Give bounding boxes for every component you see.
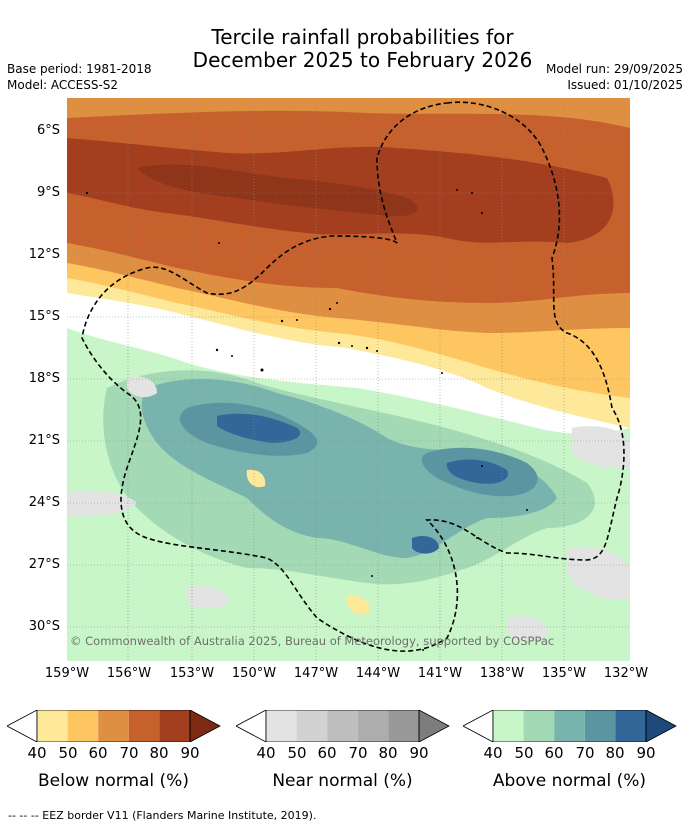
cbar-tick: 70 [575,744,595,762]
model-name: Model: ACCESS-S2 [7,78,119,92]
cbar-tick: 80 [149,744,169,762]
cbar-below-extend-high [189,710,221,742]
cbar-tick: 80 [605,744,625,762]
cbar-tick: 90 [409,744,429,762]
above-80-zone-south [412,536,439,554]
cbar-tick: 40 [483,744,503,762]
lon-label: 138°W [479,666,525,681]
cbar-tick: 50 [287,744,307,762]
lon-label: 147°W [293,666,339,681]
cbar-tick: 70 [348,744,368,762]
colorbar-above-title: Above normal (%) [492,771,647,791]
cbar-above-swatch [493,710,524,742]
cbar-tick: 60 [88,744,108,762]
lat-label: 12°S [28,247,60,262]
above-80-zone-east [446,459,508,484]
lon-label: 156°W [106,666,152,681]
cbar-tick: 50 [58,744,78,762]
near-normal-patch [67,491,137,517]
lat-label: 9°S [36,185,60,200]
cbar-tick: 80 [378,744,398,762]
probability-map [67,98,630,661]
lon-label: 132°W [603,666,649,681]
lat-label: 18°S [28,371,60,386]
gridlines [67,98,630,661]
cbar-near-extend-low [236,710,267,742]
cbar-below-swatch [128,710,160,742]
cbar-above-extend-high [645,710,677,742]
cbar-above-extend-low [463,710,494,742]
lon-label: 141°W [417,666,463,681]
below-normal-patch [246,469,266,488]
colorbar-below [7,710,221,742]
cbar-below-swatch [159,710,190,742]
cbar-above-swatch [554,710,585,742]
cbar-below-swatch [67,710,99,742]
cbar-near-swatch [327,710,358,742]
issued-date: Issued: 01/10/2025 [567,78,683,92]
title-line-1: Tercile rainfall probabilities for [211,25,514,49]
cbar-below-swatch [37,710,68,742]
cbar-tick: 60 [317,744,337,762]
near-normal-patch [567,546,630,600]
cbar-above-swatch [523,710,555,742]
eez-border [81,101,625,652]
lat-label: 24°S [28,495,60,510]
colorbar-above [463,710,677,742]
cbar-tick: 40 [27,744,47,762]
cbar-near-swatch [296,710,328,742]
near-normal-patch [187,586,229,609]
title-line-2: December 2025 to February 2026 [192,48,533,72]
cbar-below-swatch [98,710,129,742]
cbar-tick: 70 [119,744,139,762]
near-normal-patch [572,426,630,469]
cbar-tick: 90 [180,744,200,762]
lon-label: 150°W [231,666,277,681]
near-normal-patch [127,376,157,398]
lat-label: 15°S [28,309,60,324]
below-normal-patch [346,595,370,615]
lat-label: 21°S [28,433,60,448]
cbar-near-swatch [388,710,419,742]
cbar-above-swatch [615,710,646,742]
lon-label: 159°W [44,666,90,681]
cbar-tick: 40 [256,744,276,762]
base-period: Base period: 1981-2018 [7,62,152,76]
colorbar-below-title: Below normal (%) [38,771,189,791]
lat-label: 6°S [36,123,60,138]
eez-legend: -- -- -- EEZ border V11 (Flanders Marine… [8,809,317,822]
copyright-notice: © Commonwealth of Australia 2025, Bureau… [70,634,555,648]
cbar-above-swatch [584,710,616,742]
lon-label: 153°W [169,666,215,681]
colorbar-near-title: Near normal (%) [272,771,413,791]
model-run: Model run: 29/09/2025 [545,62,683,76]
cbar-tick: 90 [636,744,656,762]
cbar-near-swatch [266,710,297,742]
islands [85,189,528,651]
above-80-zone [217,413,301,443]
colorbar-near [236,710,450,742]
cbar-near-extend-high [418,710,450,742]
lat-label: 27°S [28,557,60,572]
cbar-tick: 50 [514,744,534,762]
cbar-tick: 60 [544,744,564,762]
near-normal-patch [507,616,549,641]
lon-label: 135°W [541,666,587,681]
below-90-zone [137,164,418,217]
lat-label: 30°S [28,619,60,634]
lon-label: 144°W [355,666,401,681]
cbar-below-extend-low [7,710,38,742]
cbar-near-swatch [357,710,389,742]
